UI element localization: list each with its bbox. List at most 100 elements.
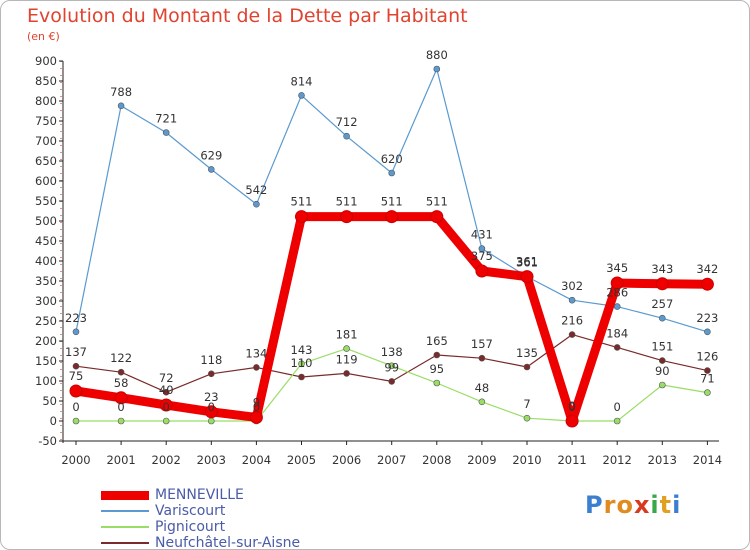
legend-swatch xyxy=(101,542,149,544)
data-label: 48 xyxy=(475,381,490,395)
data-point xyxy=(343,132,350,140)
data-label: 23 xyxy=(204,390,219,404)
data-label: 542 xyxy=(245,183,267,197)
data-label: 511 xyxy=(291,195,313,209)
data-point xyxy=(704,389,711,396)
y-tick-label: 500 xyxy=(35,214,57,228)
y-tick-label: 300 xyxy=(35,294,57,308)
x-tick-label: 2003 xyxy=(197,453,226,467)
data-point xyxy=(114,391,128,405)
legend-swatch xyxy=(101,510,149,512)
data-point xyxy=(700,277,714,291)
data-point xyxy=(208,417,215,425)
data-point xyxy=(388,169,396,177)
legend-label: Neufchâtel-sur-Aisne xyxy=(155,535,301,550)
x-tick-label: 2013 xyxy=(648,453,677,467)
y-tick-label: 150 xyxy=(35,354,57,368)
data-label: 286 xyxy=(606,286,628,300)
data-point xyxy=(117,102,125,110)
data-point xyxy=(298,360,305,368)
data-label: 0 xyxy=(568,399,575,413)
data-label: 223 xyxy=(696,311,718,325)
data-point xyxy=(523,414,531,422)
data-label: 75 xyxy=(69,369,84,383)
data-label: 257 xyxy=(651,297,673,311)
data-point xyxy=(520,270,534,284)
y-tick-label: 850 xyxy=(35,74,57,88)
logo-letter: x xyxy=(633,491,651,519)
data-label: 302 xyxy=(561,279,583,293)
x-tick-label: 2002 xyxy=(152,453,181,467)
data-label: 71 xyxy=(700,372,715,386)
y-tick-label: 750 xyxy=(35,114,57,128)
data-label: 361 xyxy=(516,255,538,269)
y-tick-label: 0 xyxy=(50,414,57,428)
data-label: 814 xyxy=(291,74,313,88)
data-point xyxy=(253,364,260,371)
data-label: 0 xyxy=(163,400,170,414)
legend-label: MENNEVILLE xyxy=(155,487,244,503)
data-label: 880 xyxy=(426,48,448,62)
y-tick-label: 800 xyxy=(35,94,57,108)
data-point xyxy=(295,210,308,224)
data-label: 620 xyxy=(381,152,403,166)
data-label: 216 xyxy=(561,314,583,328)
data-point xyxy=(159,398,173,412)
x-tick-label: 2000 xyxy=(61,453,90,467)
legend-label: Pignicourt xyxy=(155,519,226,535)
data-point xyxy=(117,368,125,376)
data-point xyxy=(568,296,576,304)
data-point xyxy=(72,417,80,425)
y-tick-label: 100 xyxy=(35,374,57,388)
data-label: 143 xyxy=(291,343,313,357)
data-label: 9 xyxy=(253,395,260,409)
logo-letter: t xyxy=(659,491,673,519)
x-tick-label: 2014 xyxy=(693,453,722,467)
data-label: 511 xyxy=(336,195,358,209)
data-point xyxy=(343,345,350,352)
data-label: 135 xyxy=(516,346,538,360)
data-label: 788 xyxy=(110,85,132,99)
data-point xyxy=(613,303,621,310)
legend-label: Variscourt xyxy=(155,503,226,519)
data-point xyxy=(610,276,624,290)
y-tick-label: 250 xyxy=(35,314,57,328)
y-tick-label: -50 xyxy=(38,434,57,448)
data-point xyxy=(117,417,125,425)
data-point xyxy=(388,362,396,370)
data-label: 223 xyxy=(65,311,87,325)
legend-item: Pignicourt xyxy=(101,519,300,535)
y-tick-label: 700 xyxy=(35,134,57,148)
data-label: 157 xyxy=(471,337,493,351)
data-label: 181 xyxy=(336,328,358,342)
logo-letter: r xyxy=(603,491,617,519)
data-point xyxy=(433,351,441,359)
proxiti-logo: Proxiti xyxy=(585,491,681,519)
logo-letter: i xyxy=(672,491,682,519)
data-point xyxy=(478,245,486,252)
data-label: 712 xyxy=(336,115,358,129)
data-label: 90 xyxy=(655,364,670,378)
data-label: 345 xyxy=(606,261,628,275)
data-label: 134 xyxy=(245,346,267,360)
data-point xyxy=(253,200,260,208)
data-label: 122 xyxy=(110,351,132,365)
data-point xyxy=(162,417,170,425)
legend: MENNEVILLE Variscourt Pignicourt Neufchâtel… xyxy=(101,487,301,550)
x-tick-label: 2008 xyxy=(422,453,451,467)
data-label: 126 xyxy=(696,350,718,364)
data-point xyxy=(343,370,350,377)
data-label: 431 xyxy=(471,228,493,242)
data-point xyxy=(613,344,621,351)
legend-item: Neufchâtel-sur-Aisne xyxy=(101,535,301,550)
data-point xyxy=(204,405,218,419)
y-tick-label: 50 xyxy=(42,394,57,408)
data-label: 511 xyxy=(381,195,403,209)
data-point xyxy=(568,331,576,338)
data-label: 118 xyxy=(200,353,222,367)
x-tick-label: 2006 xyxy=(332,453,361,467)
data-label: 99 xyxy=(384,360,399,374)
data-label: 375 xyxy=(471,249,493,263)
